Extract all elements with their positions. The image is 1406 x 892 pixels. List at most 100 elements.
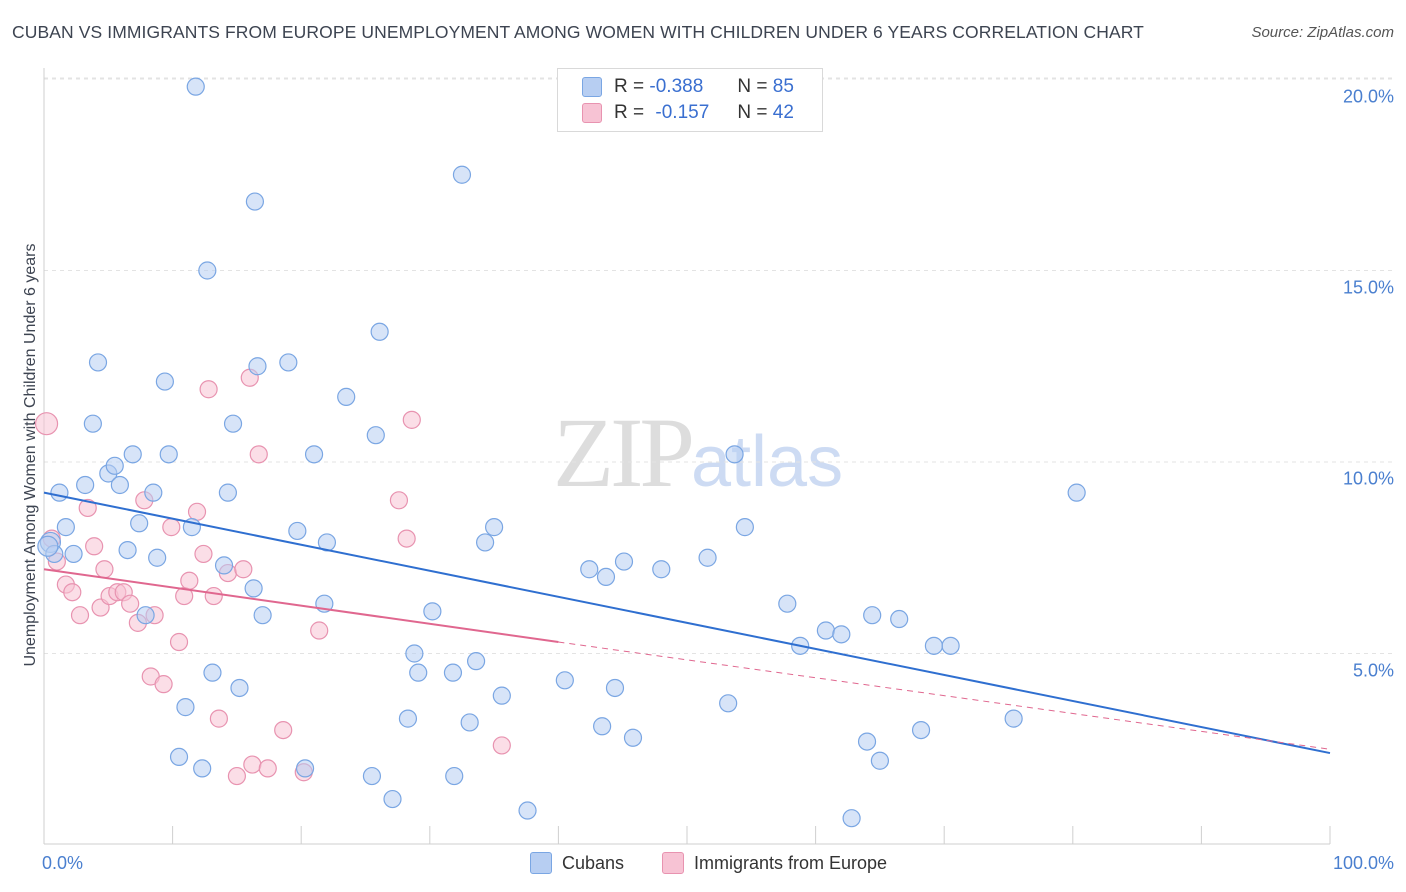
cubans-point: [555, 671, 574, 690]
cubans-point: [445, 766, 464, 786]
cubans-point: [725, 445, 744, 464]
cubans-point: [466, 652, 486, 671]
cubans-point: [130, 514, 149, 533]
cubans-point: [136, 606, 155, 625]
cubans-point: [248, 357, 267, 376]
cubans-point: [56, 518, 75, 537]
cubans-point: [110, 475, 129, 495]
europe-point: [209, 709, 228, 728]
europe-point: [310, 621, 329, 640]
cubans-point: [155, 372, 174, 391]
cubans-legend-label: Cubans: [562, 852, 625, 873]
europe-swatch: [582, 103, 602, 123]
cubans-point: [816, 621, 835, 640]
cubans-point: [398, 709, 418, 728]
cubans-swatch: [582, 77, 602, 97]
cubans-point: [605, 678, 625, 698]
europe-point: [63, 583, 82, 602]
cubans-point: [452, 165, 472, 184]
cubans-point: [76, 475, 95, 495]
europe-point: [70, 606, 90, 625]
x-tick-label-min: 0.0%: [42, 853, 84, 873]
europe-point: [199, 380, 218, 399]
cubans-point: [193, 759, 212, 778]
europe-point: [243, 755, 262, 774]
legend-row-europe: R = -0.157 N = 42: [582, 101, 794, 125]
europe-point: [34, 412, 59, 436]
cubans-point: [148, 548, 167, 567]
legend-r-value: -0.157: [655, 102, 710, 123]
cubans-point: [870, 751, 890, 770]
cubans-point: [37, 535, 59, 557]
y-tick-label-10: 10.0%: [1342, 468, 1394, 489]
cubans-point: [863, 606, 882, 625]
europe-point: [397, 529, 416, 548]
cubans-point: [857, 732, 877, 751]
y-tick-label-15: 15.0%: [1342, 277, 1394, 298]
cubans-point: [580, 560, 599, 579]
europe-point: [249, 445, 268, 464]
europe-point: [234, 560, 253, 579]
cubans-point: [623, 728, 643, 747]
europe-point: [169, 632, 189, 652]
europe-point: [389, 491, 409, 510]
cubans-point: [230, 678, 249, 698]
europe-point: [227, 766, 246, 786]
cubans-point: [88, 353, 108, 372]
cubans-point: [223, 414, 243, 433]
europe-point: [162, 518, 181, 537]
cubans-point: [198, 261, 217, 280]
cubans-point: [50, 483, 69, 502]
cubans-point: [924, 636, 944, 655]
cubans-point: [144, 483, 163, 502]
legend-n-label: N =: [737, 102, 768, 123]
bottom-legend-cubans: Cubans: [530, 852, 624, 874]
cubans-point: [244, 579, 263, 598]
zipatlas-watermark: ZIPatlas: [553, 395, 843, 510]
cubans-point: [719, 694, 738, 713]
cubans-point: [832, 625, 851, 644]
cubans-point: [186, 77, 205, 96]
europe-trendline: [43, 568, 559, 644]
cubans-point: [1067, 483, 1086, 502]
cubans-point: [518, 801, 537, 820]
europe-legend-label: Immigrants from Europe: [694, 852, 888, 873]
europe-point: [274, 720, 293, 740]
cubans-point: [778, 594, 797, 613]
europe-point: [402, 410, 421, 429]
cubans-point: [176, 698, 195, 717]
cubans-point: [383, 789, 402, 809]
legend-r-label: R =: [614, 76, 645, 97]
cubans-point: [735, 518, 754, 537]
europe-point: [85, 537, 104, 556]
chart-title: CUBAN VS IMMIGRANTS FROM EUROPE UNEMPLOY…: [12, 22, 1144, 42]
europe-point: [258, 759, 277, 778]
bottom-legend-europe: Immigrants from Europe: [662, 852, 887, 874]
legend-r-label: R =: [614, 102, 645, 123]
legend-n-value: 85: [772, 76, 794, 97]
cubans-point: [1004, 709, 1023, 728]
y-tick-label-20: 20.0%: [1342, 86, 1394, 107]
legend-n-value: 42: [772, 102, 794, 123]
cubans-trendline: [43, 491, 1331, 755]
cubans-point: [890, 609, 909, 629]
cubans-point: [485, 518, 504, 537]
cubans-point: [443, 663, 463, 682]
cubans-point: [118, 540, 137, 560]
cubans-point: [409, 663, 428, 682]
cubans-point: [842, 809, 861, 828]
europe-point: [194, 544, 213, 564]
correlation-legend: R = -0.388 N = 85 R = -0.157 N = 42: [557, 68, 823, 132]
cubans-point: [911, 720, 931, 740]
europe-point: [154, 675, 173, 694]
cubans-point: [652, 560, 671, 579]
source-label: Source: ZipAtlas.com: [1251, 24, 1394, 41]
cubans-point: [941, 636, 960, 655]
cubans-point: [203, 663, 222, 682]
cubans-point: [362, 766, 382, 786]
cubans-point: [698, 548, 717, 567]
cubans-point: [159, 445, 178, 464]
cubans-point: [596, 567, 616, 587]
cubans-point: [245, 192, 265, 211]
